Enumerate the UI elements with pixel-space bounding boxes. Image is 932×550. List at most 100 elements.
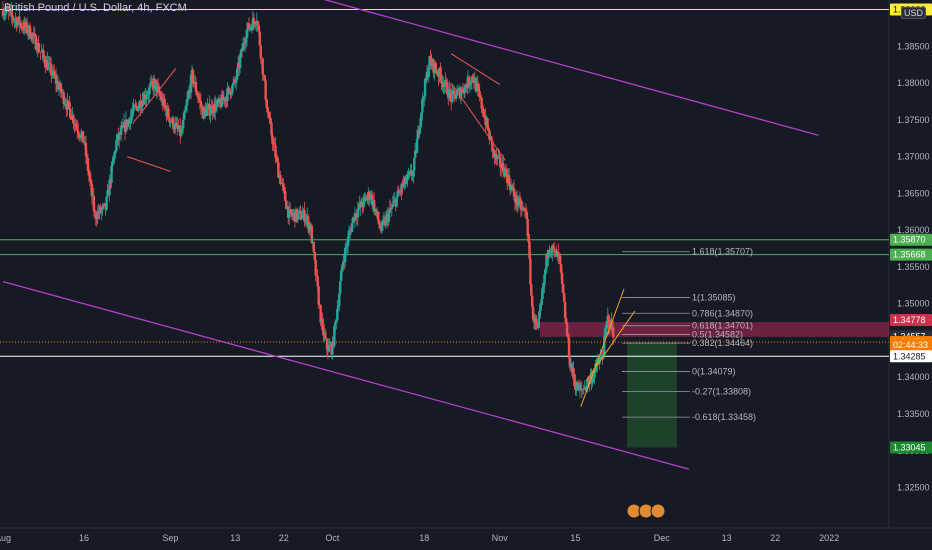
candle-body <box>517 198 521 205</box>
candle-body <box>238 56 242 68</box>
candle-body <box>4 11 8 14</box>
candle-body <box>343 247 347 263</box>
candle-body <box>477 87 480 92</box>
chart-title: British Pound / U.S. Dollar, 4h, FXCM <box>4 2 187 14</box>
candle-body <box>69 109 72 119</box>
x-tick-label-6: 18 <box>419 533 429 543</box>
candle-body <box>612 327 615 338</box>
candle-body <box>285 201 288 209</box>
candle-body <box>429 55 432 61</box>
candle-body <box>284 190 287 202</box>
candle-body <box>528 241 531 259</box>
candle-body <box>263 75 266 81</box>
candle-body <box>325 339 329 350</box>
candle-body <box>153 78 157 81</box>
candle-body <box>194 82 198 92</box>
candle-body <box>214 104 218 112</box>
candle-body <box>525 212 528 220</box>
candle-body <box>231 84 234 94</box>
candle-body <box>130 114 133 117</box>
candle-body <box>563 301 567 318</box>
candle-body <box>469 82 473 84</box>
candle-body <box>265 99 268 108</box>
candle-body <box>149 84 152 88</box>
candle-body <box>580 388 583 390</box>
candle-body <box>599 356 602 360</box>
candle-body <box>493 149 496 158</box>
candle-body <box>183 110 187 113</box>
candle-body <box>454 95 458 99</box>
candle-body <box>427 69 430 78</box>
candle-body <box>159 95 163 100</box>
candle-body <box>369 196 372 200</box>
candle-body <box>544 268 547 275</box>
y-tick-label-0: 1.38500 <box>897 41 930 51</box>
x-tick-label-1: 16 <box>79 533 89 543</box>
candle-body <box>168 117 171 123</box>
candle-body <box>374 208 378 213</box>
candle-body <box>341 267 344 271</box>
candle-body <box>50 64 53 76</box>
candle-body <box>158 93 162 96</box>
candle-body <box>199 100 203 107</box>
candle-body <box>110 165 113 183</box>
candle-body <box>495 153 498 160</box>
y-tick-label-12: 1.32500 <box>897 483 930 493</box>
candle-body <box>305 217 308 219</box>
candle-body <box>567 337 571 359</box>
candle-body <box>120 126 124 129</box>
candle-body <box>552 245 555 249</box>
candle-body <box>243 42 247 44</box>
candle-body <box>156 85 160 87</box>
candle-body <box>603 332 607 337</box>
candle-body <box>434 63 437 70</box>
candle-body <box>200 106 204 108</box>
candle-body <box>418 127 421 134</box>
candle-body <box>564 317 568 324</box>
candle-body <box>574 382 577 390</box>
candle-body <box>205 109 208 116</box>
candle-body <box>100 209 103 213</box>
candle-body <box>77 130 80 134</box>
candle-body <box>428 55 431 70</box>
candle-body <box>406 174 409 181</box>
candle-body <box>575 387 578 390</box>
candle-body <box>276 157 279 163</box>
candle-body <box>221 94 225 101</box>
candle-body <box>291 214 295 216</box>
hline-tag-1 <box>890 248 932 261</box>
candle-body <box>467 76 471 86</box>
candle-body <box>535 323 538 325</box>
candle-body <box>391 203 394 207</box>
candle-body <box>282 183 285 187</box>
candle-body <box>271 135 274 144</box>
candle-body <box>173 128 176 130</box>
candle-body <box>360 201 363 207</box>
y-tick-label-9: 1.34000 <box>897 372 930 382</box>
price-tag-4 <box>890 441 932 454</box>
candle-body <box>86 157 90 171</box>
candle-body <box>366 197 369 201</box>
candle-body <box>94 212 97 219</box>
candle-body <box>331 341 334 355</box>
candle-body <box>288 209 291 218</box>
candle-body <box>301 214 304 219</box>
trendline-1 <box>2 281 689 470</box>
candle-body <box>540 298 543 305</box>
candle-body <box>72 115 75 124</box>
candle-body <box>258 31 261 46</box>
y-tick-label-1: 1.38000 <box>897 78 930 88</box>
candle-body <box>76 126 79 131</box>
candle-body <box>197 97 201 100</box>
candle-body <box>468 83 472 86</box>
candle-body <box>541 287 544 299</box>
candle-body <box>548 250 551 253</box>
price-tag-label-4: 1.33045 <box>893 442 926 452</box>
candle-body <box>191 69 195 84</box>
candle-body <box>82 142 86 144</box>
candle-body <box>498 155 501 158</box>
candle-body <box>476 83 479 88</box>
currency-badge[interactable]: USD <box>900 7 926 19</box>
